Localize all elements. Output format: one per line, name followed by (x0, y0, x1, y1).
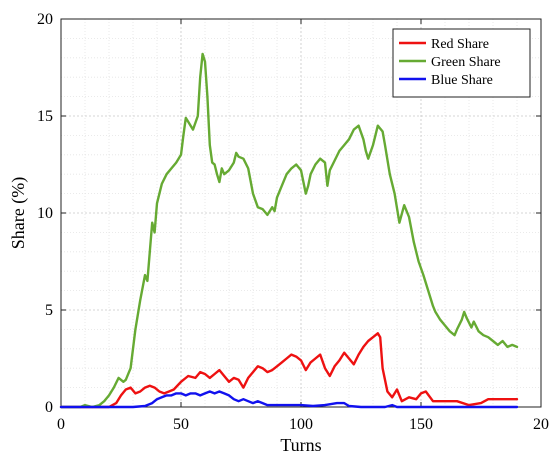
x-axis-title: Turns (280, 435, 321, 455)
legend-box (392, 28, 531, 98)
y-tick-label: 0 (45, 399, 53, 416)
x-tick-label: 150 (409, 416, 433, 433)
x-tick-label: 100 (289, 416, 313, 433)
y-tick-label: 20 (37, 11, 53, 28)
series-line-blue-share (59, 390, 519, 409)
legend: Red Share Green Share Blue Share (392, 28, 531, 98)
legend-label: Red Share (431, 37, 489, 52)
x-tick-label: 50 (173, 416, 189, 433)
legend-label: Blue Share (431, 73, 493, 88)
y-tick-label: 5 (45, 302, 53, 319)
series-line-red-share (59, 332, 519, 409)
x-tick-label: 20 (533, 416, 549, 433)
legend-label: Green Share (431, 55, 501, 70)
y-axis-title: Share (%) (8, 177, 29, 249)
x-tick-label: 0 (57, 416, 65, 433)
series-line-green-share (59, 52, 519, 409)
series-lines (59, 52, 519, 409)
y-tick-label: 15 (37, 108, 53, 125)
y-tick-label: 10 (37, 205, 53, 222)
